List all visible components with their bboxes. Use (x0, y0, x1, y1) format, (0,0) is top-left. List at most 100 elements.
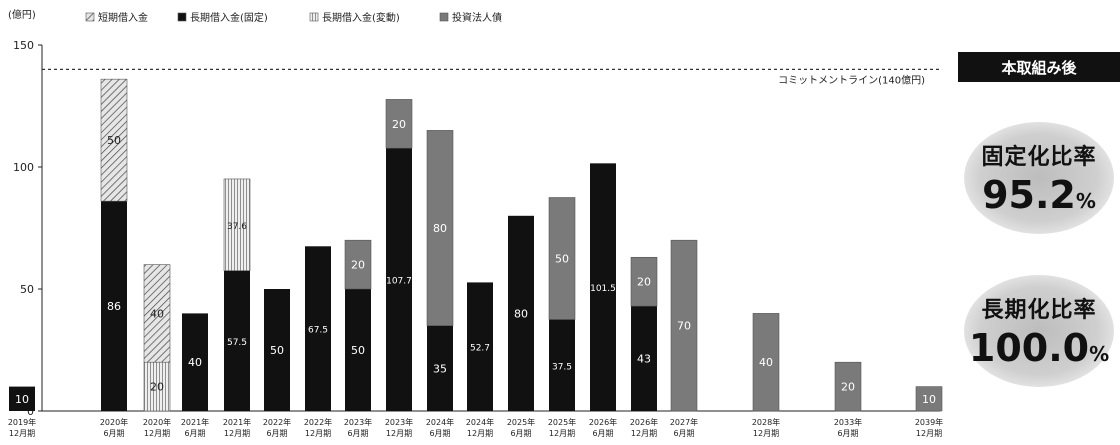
legend-entry: 短期借入金 (98, 11, 148, 24)
x-tick-label-period: 12月期 (467, 429, 493, 438)
x-tick-label-year: 2026年 (630, 417, 658, 427)
legend-swatch (85, 12, 95, 22)
x-tick-label-period: 6月期 (103, 429, 124, 438)
legend-swatch (439, 12, 449, 22)
y-tick-label: 100 (13, 161, 34, 174)
bar-segment (143, 264, 171, 363)
bar-value-label: 107.7 (386, 277, 412, 287)
commitment-line-label: コミットメントライン(140億円) (778, 73, 925, 86)
bar-value-labels: 10 86 50 20 40 40 57.5 37.6 50 67.5 50 20 107.7 20 35 8… (15, 118, 936, 406)
bar-segment (101, 201, 127, 411)
bar-value-label: 80 (514, 307, 528, 320)
bar-segment (426, 130, 454, 326)
legend-swatch (309, 12, 319, 22)
x-tick-label-year: 2026年 (589, 417, 617, 427)
bar-value-label: 101.5 (590, 284, 616, 294)
bar-segment (915, 386, 943, 412)
long-term-ratio-value: 100.0% (969, 326, 1109, 370)
bar-value-label: 86 (107, 300, 121, 313)
bar-segment (100, 78, 128, 202)
bar-segment (549, 319, 575, 411)
x-tick-label-period: 6月期 (184, 429, 205, 438)
bar-segment (305, 246, 331, 411)
bar-segment (670, 239, 698, 412)
bar-segment (590, 163, 616, 411)
x-tick-label-year: 2021年 (181, 417, 209, 427)
bar-segment (182, 313, 208, 411)
legend-entry: 長期借入金(変動) (322, 11, 400, 24)
bar-segment (264, 289, 290, 411)
bar-segment (386, 148, 412, 411)
x-axis-tick-labels: 2019年 12月期 2020年 6月期 2020年 12月期 2021年 6月期 2021年 1… (8, 417, 943, 438)
x-tick-label-year: 2024年 (426, 417, 454, 427)
x-tick-label-year: 2021年 (223, 417, 251, 427)
x-tick-label-year: 2022年 (304, 417, 332, 427)
bar-segment (9, 386, 35, 411)
x-tick-label-period: 6月期 (673, 429, 694, 438)
bar-value-label: 50 (555, 253, 569, 266)
post-initiative-panel: 本取組み後 固定化比率 95.2% 長期化比率 100.0% (958, 40, 1120, 445)
x-tick-label-year: 2028年 (752, 417, 780, 427)
bar-value-label: 57.5 (227, 338, 247, 348)
legend-swatch (177, 12, 187, 22)
bar-value-label: 20 (637, 276, 651, 289)
bar-stacks (9, 78, 943, 412)
x-tick-label-period: 12月期 (631, 429, 657, 438)
bar-value-label: 70 (677, 320, 691, 333)
long-term-ratio-bubble: 長期化比率 100.0% (964, 275, 1114, 387)
fixed-ratio-value: 95.2% (982, 173, 1096, 217)
bar-segment (223, 178, 251, 271)
bar-segment (143, 361, 171, 412)
y-axis-label: (億円) (8, 8, 36, 21)
x-tick-label-year: 2023年 (385, 417, 413, 427)
bar-value-label: 10 (922, 393, 936, 406)
bar-value-label: 40 (150, 307, 164, 320)
bar-value-label: 37.6 (227, 222, 247, 232)
bar-value-label: 43 (637, 353, 651, 366)
x-tick-label-year: 2022年 (263, 417, 291, 427)
bar-value-label: 50 (107, 134, 121, 147)
x-tick-label-period: 6月期 (347, 429, 368, 438)
bar-value-label: 50 (270, 344, 284, 357)
bar-value-label: 80 (433, 222, 447, 235)
bar-segment (344, 239, 372, 290)
bar-segment (427, 325, 453, 411)
long-term-ratio-unit: % (1089, 342, 1110, 366)
bar-value-label: 50 (351, 344, 365, 357)
bar-value-label: 67.5 (308, 326, 328, 336)
x-tick-label-period: 12月期 (549, 429, 575, 438)
x-tick-label-period: 6月期 (592, 429, 613, 438)
long-term-ratio-label: 長期化比率 (981, 298, 1097, 323)
bar-segment (467, 282, 493, 411)
x-tick-label-period: 6月期 (266, 429, 287, 438)
bar-segment (752, 313, 780, 412)
bar-segment (224, 270, 250, 411)
bar-segment (834, 361, 862, 412)
x-tick-label-period: 12月期 (9, 429, 35, 438)
long-term-ratio-number: 100.0 (968, 326, 1090, 370)
x-tick-label-year: 2020年 (143, 417, 171, 427)
commitment-line: コミットメントライン(140億円) (42, 68, 940, 86)
x-tick-label-period: 12月期 (916, 429, 942, 438)
bar-segment (345, 289, 371, 411)
bar-value-label: 35 (433, 362, 447, 375)
bar-value-label: 37.5 (552, 362, 572, 372)
x-tick-label-year: 2023年 (344, 417, 372, 427)
bar-value-label: 20 (150, 381, 164, 394)
fixed-ratio-number: 95.2 (982, 173, 1076, 217)
y-tick-label: 0 (27, 405, 34, 418)
x-tick-label-period: 12月期 (144, 429, 170, 438)
bar-segment (630, 256, 658, 307)
bar-segment (385, 99, 413, 149)
bar-value-label: 40 (759, 356, 773, 369)
legend-entry: 長期借入金(固定) (190, 11, 268, 24)
x-tick-label-period: 12月期 (753, 429, 779, 438)
legend-entry: 投資法人債 (452, 11, 502, 24)
bar-value-label: 20 (351, 259, 365, 272)
debt-maturity-chart: 短期借入金 長期借入金(固定) 長期借入金(変動) 投資法人債 (億円)0501001… (8, 8, 943, 438)
bar-segment (548, 197, 576, 320)
fixed-ratio-label: 固定化比率 (981, 145, 1097, 170)
x-tick-label-period: 6月期 (837, 429, 858, 438)
bar-value-label: 52.7 (470, 344, 490, 354)
x-tick-label-year: 2039年 (915, 417, 943, 427)
